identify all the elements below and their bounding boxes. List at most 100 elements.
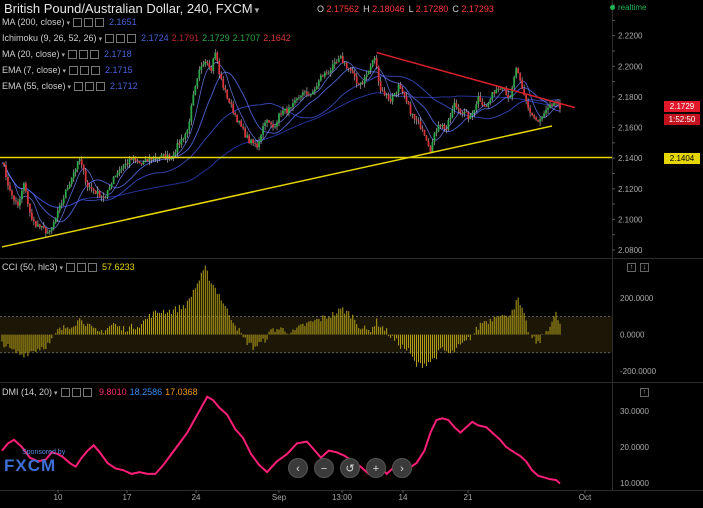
candle-body	[369, 66, 372, 71]
candle-body	[236, 114, 239, 123]
candle-body	[30, 212, 33, 220]
candle-body	[351, 70, 354, 74]
candle-body	[337, 58, 340, 63]
candle-body	[164, 154, 167, 159]
dmi-value: 17.0368	[165, 387, 198, 397]
cci-legend[interactable]: CCI (50, hlc3) ▾ 57.6233	[2, 262, 135, 273]
indicator-label: Ichimoku (9, 26, 52, 26)	[2, 33, 97, 43]
candle-body	[76, 161, 79, 170]
candle-body	[521, 80, 524, 89]
symbol-title[interactable]: British Pound/Australian Dollar, 240, FX…	[4, 1, 259, 16]
zoom-in-button[interactable]: +	[366, 458, 386, 478]
close-icon[interactable]	[90, 50, 100, 60]
candle-body	[226, 89, 229, 99]
settings-icon[interactable]	[71, 388, 81, 398]
settings-icon[interactable]	[79, 50, 89, 60]
cci-axis-label: 200.0000	[620, 294, 654, 303]
zoom-out-button[interactable]: −	[314, 458, 334, 478]
dmi-axis-label: 30.0000	[620, 407, 649, 416]
candle-body	[62, 198, 65, 204]
settings-icon[interactable]	[84, 18, 94, 28]
eye-icon[interactable]	[60, 388, 70, 398]
step-back-button[interactable]: ‹	[288, 458, 308, 478]
dmi-legend[interactable]: DMI (14, 20) ▾ 9.8010 18.2586 17.0368	[2, 387, 198, 398]
candle-body	[447, 119, 450, 130]
step-forward-button[interactable]: ›	[392, 458, 412, 478]
candle-body	[292, 103, 294, 107]
close-icon[interactable]	[96, 82, 106, 92]
candle-body	[80, 159, 83, 165]
close-icon[interactable]	[88, 263, 98, 273]
candle-body	[186, 130, 189, 134]
candle-body	[224, 87, 227, 90]
candle-body	[371, 60, 374, 67]
candle-body	[288, 107, 290, 114]
candle-body	[218, 60, 221, 75]
chevron-down-icon[interactable]: ▾	[54, 390, 58, 397]
candle-body	[397, 84, 400, 93]
candle-body	[323, 72, 326, 77]
settings-icon[interactable]	[80, 66, 90, 76]
chevron-down-icon[interactable]: ▾	[61, 52, 66, 59]
dmi-axis-label: 20.0000	[620, 443, 649, 452]
settings-icon[interactable]	[116, 34, 126, 44]
chevron-down-icon[interactable]: ▾	[62, 68, 67, 75]
reset-button[interactable]: ↺	[340, 458, 360, 478]
chevron-down-icon[interactable]: ▾	[67, 84, 72, 91]
candle-body	[176, 143, 179, 153]
indicator-legend-row[interactable]: MA (20, close) ▾ 2.1718	[2, 49, 132, 60]
candle-body	[467, 112, 470, 119]
indicator-legend-row[interactable]: EMA (55, close) ▾ 2.1712	[2, 81, 138, 92]
candle-body	[94, 190, 97, 194]
ohlc-value: 2.17280	[413, 4, 449, 14]
eye-icon[interactable]	[69, 66, 79, 76]
close-icon[interactable]	[91, 66, 101, 76]
candle-body	[50, 227, 53, 231]
chevron-down-icon[interactable]: ▾	[66, 20, 71, 27]
indicator-legend-row[interactable]: EMA (7, close) ▾ 2.1715	[2, 65, 133, 76]
eye-icon[interactable]	[66, 263, 76, 273]
chevron-down-icon[interactable]: ▾	[254, 5, 260, 15]
settings-icon[interactable]	[77, 263, 87, 273]
candle-body	[367, 70, 370, 75]
indicator-value: 2.1651	[109, 17, 137, 27]
candle-body	[9, 185, 11, 191]
candle-body	[313, 89, 316, 92]
sponsor-watermark: Sponsored by FXCM	[4, 449, 65, 476]
time-axis-label: Sep	[272, 493, 287, 502]
candle-body	[317, 80, 320, 87]
candle-body	[208, 63, 211, 68]
candle-body	[136, 160, 139, 162]
pane-up-icon[interactable]: ↑	[627, 263, 636, 272]
close-icon[interactable]	[82, 388, 92, 398]
pane-down-icon[interactable]: ↓	[640, 263, 649, 272]
candle-body	[559, 103, 561, 109]
candle-body	[333, 62, 336, 65]
settings-icon[interactable]	[85, 82, 95, 92]
candle-body	[130, 158, 133, 160]
indicator-legend-row[interactable]: MA (200, close) ▾ 2.1651	[2, 17, 137, 28]
candle-body	[385, 94, 388, 96]
candle-body	[248, 135, 251, 144]
candle-body	[202, 64, 205, 67]
eye-icon[interactable]	[105, 34, 115, 44]
candle-body	[182, 138, 185, 140]
indicator-label: EMA (7, close)	[2, 65, 61, 75]
close-icon[interactable]	[95, 18, 105, 28]
chevron-down-icon[interactable]: ▾	[59, 265, 64, 272]
eye-icon[interactable]	[73, 18, 83, 28]
ohlc-key: L	[408, 4, 414, 14]
indicator-legend-row[interactable]: Ichimoku (9, 26, 52, 26) ▾ 2.1724 2.1791 2.1…	[2, 33, 291, 44]
candle-body	[302, 92, 304, 96]
close-icon[interactable]	[127, 34, 137, 44]
candle-body	[82, 164, 85, 171]
indicator-value: 2.1715	[105, 65, 133, 75]
time-axis-label: 24	[192, 493, 201, 502]
candle-body	[393, 93, 396, 96]
pane-up-icon[interactable]: ↑	[640, 388, 649, 397]
eye-icon[interactable]	[74, 82, 84, 92]
eye-icon[interactable]	[68, 50, 78, 60]
indicator-label: MA (200, close)	[2, 17, 65, 27]
chevron-down-icon[interactable]: ▾	[98, 36, 103, 43]
